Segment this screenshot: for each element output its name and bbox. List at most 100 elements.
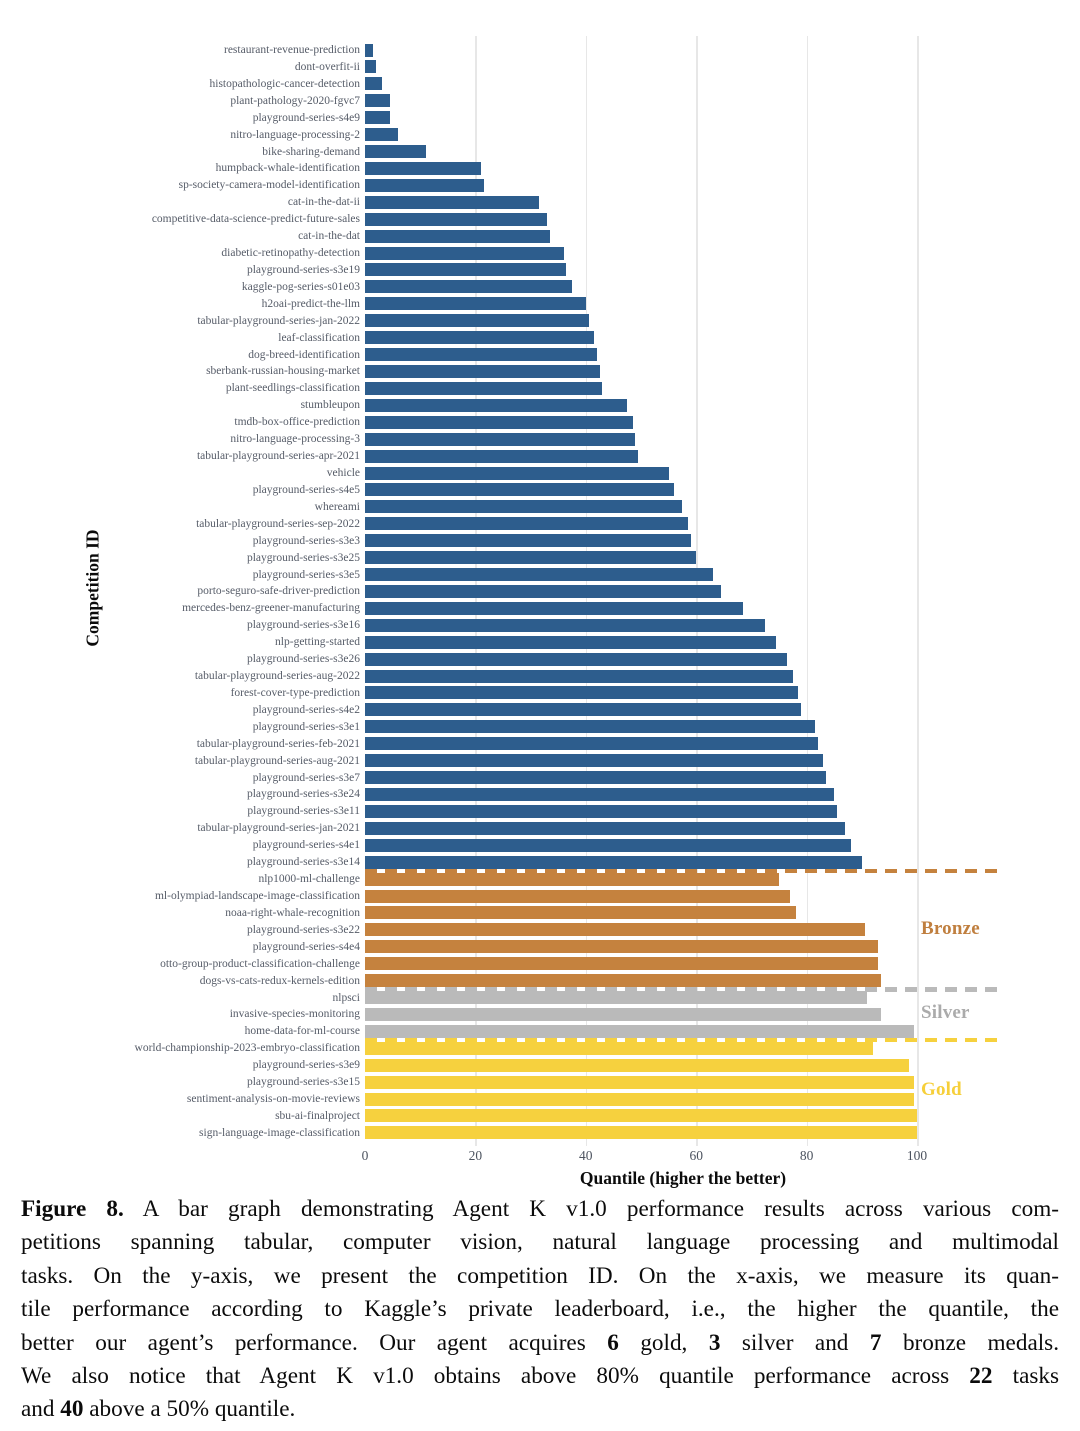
- bar: [365, 584, 722, 598]
- bar: [365, 94, 390, 108]
- bar-label: kaggle-pog-series-s01e03: [241, 280, 360, 293]
- bar: [365, 415, 633, 429]
- bar: [365, 381, 603, 395]
- caption-text: tasks. On the y-axis, we present the com…: [21, 1262, 1059, 1289]
- bar-label: sbu-ai-finalproject: [275, 1109, 360, 1122]
- bar: [365, 737, 818, 751]
- bar-label: playground-series-s3e14: [246, 856, 360, 869]
- bar-label: playground-series-s3e5: [252, 568, 360, 581]
- x-tick-label: 100: [906, 1148, 928, 1163]
- bar: [365, 1092, 915, 1106]
- bar-label: playground-series-s4e2: [252, 703, 360, 716]
- bar: [365, 601, 744, 615]
- bar-label: noaa-right-whale-recognition: [225, 906, 360, 919]
- bar: [365, 940, 879, 954]
- x-axis-title: Quantile (higher the better): [579, 1168, 787, 1188]
- bar-label: stumbleupon: [300, 399, 360, 412]
- bar: [365, 787, 835, 801]
- bar: [365, 280, 572, 294]
- bar: [365, 517, 688, 531]
- bar-label: diabetic-retinopathy-detection: [221, 247, 360, 260]
- bar-label: bike-sharing-demand: [262, 145, 360, 158]
- bar-label: porto-seguro-safe-driver-prediction: [197, 585, 360, 598]
- bar-label: vehicle: [326, 467, 360, 479]
- bar-label: dog-breed-identification: [248, 348, 360, 361]
- bar: [365, 974, 882, 988]
- medal-label-bronze: Bronze: [921, 917, 980, 939]
- bar: [365, 331, 595, 345]
- caption-text: gold,: [618, 1329, 709, 1356]
- bar: [365, 652, 788, 666]
- medal-separator-line-bronze: [365, 868, 1002, 874]
- caption-line: Figure 8. A bar graph demonstrating Agen…: [21, 1193, 1059, 1226]
- y-axis-title: Competition ID: [82, 529, 103, 647]
- bar: [365, 754, 824, 768]
- bar: [365, 1075, 915, 1089]
- caption-bold-text: 7: [869, 1329, 882, 1356]
- bar-label: dogs-vs-cats-redux-kernels-edition: [199, 974, 360, 987]
- bar-label: tabular-playground-series-jan-2021: [197, 822, 360, 835]
- caption-text: above a 50% quantile.: [83, 1396, 296, 1423]
- bar: [365, 1007, 882, 1021]
- bar-label: competitive-data-science-predict-future-…: [151, 213, 360, 226]
- caption-bold-text: 40: [60, 1396, 84, 1423]
- bar-label: tabular-playground-series-apr-2021: [196, 450, 360, 463]
- bar-label: humpback-whale-identification: [215, 162, 360, 175]
- bar: [365, 534, 691, 548]
- caption-text: bronze medals.: [881, 1329, 1059, 1356]
- bar-label: playground-series-s3e26: [246, 653, 360, 666]
- x-tick-label: 20: [468, 1148, 483, 1163]
- caption-text: tile performance according to Kaggle’s p…: [21, 1296, 1059, 1323]
- bar-label: plant-pathology-2020-fgvc7: [230, 94, 360, 107]
- bar: [365, 212, 548, 226]
- bar-label: playground-series-s3e15: [246, 1076, 360, 1089]
- bar-label: whereami: [314, 500, 360, 513]
- bar-label: playground-series-s3e19: [246, 263, 360, 276]
- bar-label: playground-series-s3e25: [246, 551, 360, 564]
- bar-label: leaf-classification: [278, 331, 360, 344]
- medal-label-silver: Silver: [921, 1002, 970, 1024]
- bar-label: sberbank-russian-housing-market: [206, 365, 360, 378]
- bar-label: nitro-language-processing-3: [230, 433, 360, 446]
- bar: [365, 720, 815, 734]
- medal-label-gold: Gold: [921, 1078, 962, 1100]
- bar-label: histopathologic-cancer-detection: [209, 77, 360, 90]
- bar: [365, 1041, 873, 1055]
- bar: [365, 348, 597, 362]
- bar-label: playground-series-s3e7: [252, 771, 360, 784]
- caption-bold-text: 6: [607, 1329, 619, 1356]
- caption-bold-text: 22: [969, 1363, 993, 1390]
- bar-label: playground-series-s3e3: [252, 534, 360, 547]
- x-tick-label: 80: [799, 1148, 814, 1163]
- bar: [365, 178, 484, 192]
- bar: [365, 551, 697, 565]
- caption-bold-text: Figure 8.: [21, 1196, 124, 1222]
- bar: [365, 60, 377, 74]
- bar: [365, 161, 481, 175]
- caption-line: better our agent’s performance. Our agen…: [21, 1327, 1059, 1360]
- bar: [365, 1024, 915, 1038]
- bar-label: sentiment-analysis-on-movie-reviews: [186, 1093, 360, 1106]
- bar-label: sign-language-image-classification: [199, 1126, 360, 1139]
- bar-label: nlpsci: [332, 991, 360, 1004]
- bar: [365, 821, 846, 835]
- gridline: [917, 36, 919, 1146]
- caption-line: tile performance according to Kaggle’s p…: [21, 1293, 1059, 1326]
- bar: [365, 43, 374, 57]
- bar-label: forest-cover-type-prediction: [230, 686, 360, 699]
- bar: [365, 263, 567, 277]
- bar-label: cat-in-the-dat-ii: [287, 196, 360, 209]
- caption-line: and 40 above a 50% quantile.: [21, 1393, 1059, 1426]
- bar-label: plant-seedlings-classification: [225, 382, 360, 395]
- bar-label: tabular-playground-series-jan-2022: [197, 314, 360, 327]
- caption-text: better our agent’s performance. Our agen…: [21, 1329, 608, 1356]
- bar: [365, 466, 669, 480]
- bar-label: h2oai-predict-the-llm: [261, 297, 360, 310]
- caption-text: silver and: [720, 1329, 870, 1356]
- bar: [365, 195, 539, 209]
- caption-line: petitions spanning tabular, computer vis…: [21, 1226, 1059, 1259]
- bar: [365, 246, 564, 260]
- bar: [365, 500, 683, 514]
- bar-label: playground-series-s3e11: [247, 805, 360, 818]
- bar: [365, 229, 550, 243]
